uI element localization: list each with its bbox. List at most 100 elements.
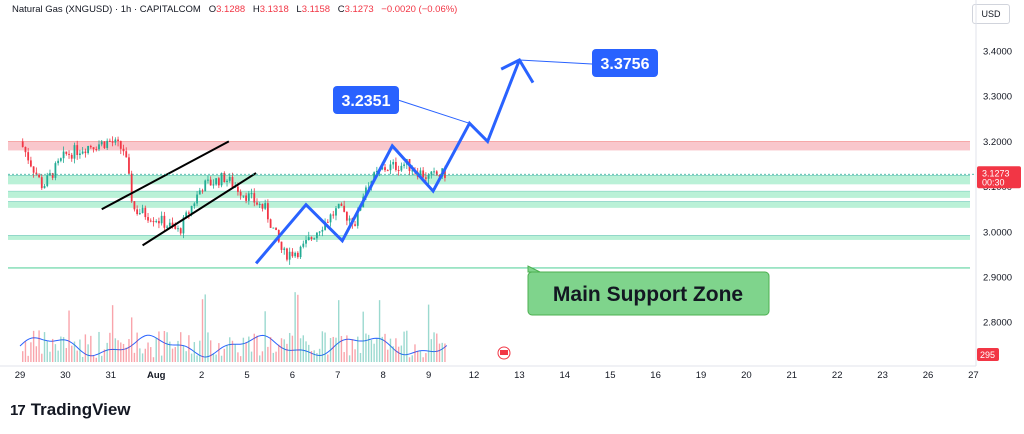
volume-bar xyxy=(229,337,231,362)
volume-bar xyxy=(332,336,334,362)
volume-bar xyxy=(190,353,193,362)
volume-bar xyxy=(158,331,160,362)
volume-bar xyxy=(408,357,411,362)
volume-bar xyxy=(329,338,332,362)
candle-body xyxy=(226,180,228,183)
candle-body xyxy=(419,170,422,177)
volume-bar xyxy=(166,332,168,362)
volume-bar xyxy=(32,330,35,362)
volume-bar xyxy=(348,355,351,362)
candle-body xyxy=(313,238,316,240)
support-callout-label: Main Support Zone xyxy=(553,283,743,306)
volume-bar xyxy=(180,332,182,362)
volume-bar xyxy=(46,341,48,362)
candle-body xyxy=(354,224,356,226)
volume-bar xyxy=(291,335,294,362)
x-tick-label: 31 xyxy=(106,370,117,381)
volume-bar xyxy=(95,357,97,362)
volume-bar xyxy=(414,344,416,362)
volume-bar xyxy=(130,317,133,362)
candle-body xyxy=(147,217,149,221)
candle-body xyxy=(100,141,103,145)
change-value: −0.0020 (−0.06%) xyxy=(381,4,458,15)
candle-body xyxy=(81,151,84,154)
volume-bar xyxy=(327,354,329,362)
candle-body xyxy=(247,193,250,201)
candle-body xyxy=(212,184,215,186)
candle-body xyxy=(389,164,392,171)
candle-body xyxy=(40,177,43,189)
volume-bar xyxy=(283,339,285,362)
candle-body xyxy=(392,162,395,165)
volume-bar xyxy=(68,310,70,362)
candle-body xyxy=(179,228,182,234)
candle-body xyxy=(106,140,109,148)
y-tick-label: 3.4000 xyxy=(983,47,1012,58)
candle-body xyxy=(114,139,117,143)
x-tick-label: 9 xyxy=(426,370,431,381)
volume-bar xyxy=(117,340,119,362)
volume-bar xyxy=(106,342,108,362)
volume-bar xyxy=(294,292,296,362)
volume-bar xyxy=(305,341,307,362)
candle-body xyxy=(174,225,177,229)
target-leader-1 xyxy=(397,99,470,124)
countdown-label: 00:30 xyxy=(982,177,1005,187)
volume-bar xyxy=(185,351,187,362)
candle-body xyxy=(125,151,128,158)
candle-body xyxy=(136,209,139,215)
volume-bar xyxy=(381,336,383,362)
volume-bar xyxy=(125,347,127,362)
candle-body xyxy=(400,165,403,171)
volume-bar xyxy=(199,340,201,362)
volume-bar xyxy=(174,347,176,362)
candle-body xyxy=(250,193,253,195)
candle-body xyxy=(201,190,204,192)
x-tick-label: 19 xyxy=(696,370,707,381)
candle-body xyxy=(296,252,299,258)
candle-body xyxy=(310,237,313,239)
candle-body xyxy=(272,227,275,229)
volume-bar xyxy=(60,336,62,362)
volume-bar xyxy=(354,349,356,362)
candle-body xyxy=(98,144,100,150)
candle-body xyxy=(239,191,242,196)
x-tick-label: 5 xyxy=(244,370,249,381)
volume-bar xyxy=(54,344,57,362)
candle-body xyxy=(21,141,24,147)
volume-bar xyxy=(169,341,171,362)
volume-bar xyxy=(417,351,419,362)
volume-bar xyxy=(71,345,73,362)
volume-bar xyxy=(144,348,147,362)
candle-body xyxy=(209,179,212,186)
x-tick-label: 22 xyxy=(832,370,843,381)
currency-button[interactable]: USD xyxy=(972,4,1010,24)
volume-bar xyxy=(22,351,24,362)
candle-body xyxy=(286,248,288,260)
volume-bar xyxy=(430,339,433,362)
x-tick-label: 21 xyxy=(787,370,798,381)
volume-bar xyxy=(136,332,138,362)
volume-bar xyxy=(27,355,29,362)
volume-bar xyxy=(387,349,389,362)
candle-body xyxy=(395,162,397,170)
volume-bar xyxy=(103,349,106,362)
volume-bar xyxy=(365,333,367,362)
target-label-2-box xyxy=(592,49,658,77)
candle-body xyxy=(207,179,209,181)
volume-bar xyxy=(367,334,370,362)
volume-bar xyxy=(384,333,386,362)
candle-body xyxy=(57,160,60,164)
volume-bar xyxy=(76,350,78,362)
volume-bar xyxy=(288,332,291,362)
target-leader-2 xyxy=(519,59,593,65)
oscillator-line xyxy=(19,334,448,358)
volume-bar xyxy=(81,356,84,362)
candle-body xyxy=(307,237,310,240)
volume-bar xyxy=(98,331,100,362)
projection-path xyxy=(254,59,521,265)
volume-bar xyxy=(65,347,68,362)
volume-bar xyxy=(101,355,103,362)
volume-bar xyxy=(362,311,364,362)
